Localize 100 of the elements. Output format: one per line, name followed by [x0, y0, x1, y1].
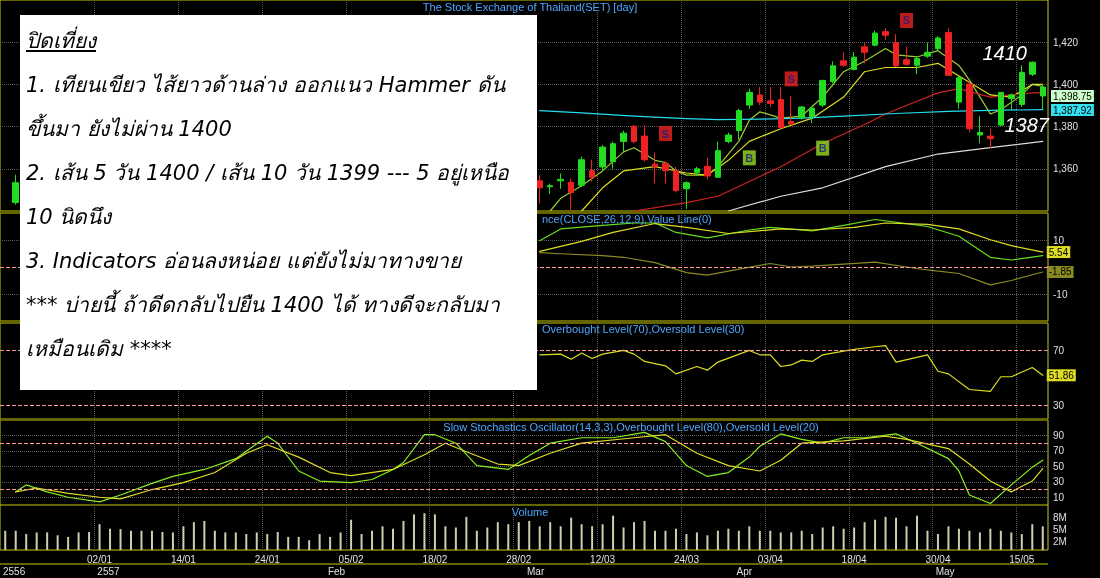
candlestick	[872, 30, 878, 47]
text: 2556	[3, 565, 26, 577]
bar	[811, 534, 814, 550]
bar	[213, 530, 216, 550]
x-tick-label: 15/05	[1009, 553, 1035, 565]
chart-title: Slow Stochastics Oscillator(14,3,3),Overbought Level(80),Oversold Level(20)	[443, 420, 819, 433]
text: May	[935, 565, 955, 577]
data-label: B	[818, 142, 827, 155]
data-label: -1.85	[1048, 266, 1072, 278]
candlestick	[935, 35, 941, 52]
data-label: S	[661, 127, 670, 140]
bar	[297, 536, 300, 550]
bar	[496, 522, 499, 550]
candlestick	[966, 80, 973, 134]
bar	[612, 515, 615, 550]
bar	[748, 526, 751, 550]
annotation: 2. เส้น 5 วัน 1400 / เส้น 10 วัน 1399 --- 5 อยู่เหนือ 10 นิดนึง	[26, 160, 511, 231]
candlestick	[861, 42, 868, 64]
y-tick-label: 1,400	[1053, 78, 1079, 90]
bar	[695, 532, 698, 550]
y-tick-label: 10	[1053, 491, 1065, 503]
bar	[936, 534, 939, 550]
bar	[88, 532, 91, 550]
bar	[255, 532, 258, 550]
bar	[758, 530, 761, 550]
bar	[46, 532, 49, 550]
candlestick	[746, 88, 753, 110]
text: 1,387.92	[1053, 104, 1093, 116]
x-tick-label: 28/02	[506, 553, 532, 565]
candlestick	[662, 161, 669, 184]
bar	[161, 532, 164, 550]
bar	[412, 514, 415, 550]
bar	[318, 534, 321, 550]
bar	[580, 524, 583, 550]
annotation: 3. Indicators อ่อนลงหน่อย แต่ยังไม่มาทางขาย	[26, 248, 464, 275]
y-tick-label: 90	[1053, 429, 1065, 441]
bar	[999, 530, 1002, 550]
bar	[853, 527, 856, 550]
candlestick	[725, 132, 732, 144]
annotation: 1. เทียนเขียว ไส้ยาวด้านล่าง ออกแนว Hammer ดันขึ้นมา ยังไม่ผ่าน 1400	[26, 72, 507, 143]
candlestick	[736, 108, 742, 141]
chart-title: Volume	[511, 505, 549, 518]
candlestick	[778, 86, 784, 130]
candlestick	[977, 115, 983, 144]
candlestick	[1008, 92, 1015, 111]
bar	[790, 532, 793, 550]
bar	[968, 530, 971, 550]
candlestick	[830, 60, 836, 84]
bar	[978, 532, 981, 550]
candlestick	[882, 27, 889, 41]
bar	[821, 527, 824, 550]
bar	[957, 528, 960, 550]
bar	[119, 529, 122, 550]
bar	[433, 514, 436, 550]
bar	[329, 536, 332, 550]
candlestick	[1029, 60, 1036, 77]
bar	[559, 526, 562, 550]
x-tick-label: 05/02	[338, 553, 365, 565]
y-tick-label: 5M	[1053, 524, 1067, 536]
chart-title: nce(CLOSE,26,12,9),Value Line(0)	[542, 212, 712, 225]
candlestick	[557, 172, 564, 190]
text: Mar	[527, 565, 545, 577]
y-tick-label: 70	[1053, 445, 1065, 457]
candlestick	[1019, 64, 1025, 108]
bar	[350, 519, 353, 550]
y-tick-label: 10	[1053, 234, 1065, 246]
bar	[1031, 524, 1034, 550]
bar	[674, 528, 677, 550]
bar	[507, 524, 510, 550]
candlestick	[589, 159, 595, 182]
y-tick-label: 50	[1053, 460, 1065, 472]
bar	[224, 532, 227, 550]
bar	[622, 527, 625, 550]
bar	[171, 532, 174, 550]
y-tick-label: 1,380	[1053, 121, 1079, 133]
bar	[643, 520, 646, 550]
bar	[685, 534, 688, 550]
candlestick	[945, 27, 952, 77]
bar	[664, 530, 667, 550]
candlestick	[683, 180, 690, 210]
bar	[465, 516, 468, 550]
bar	[926, 530, 929, 550]
candlestick	[798, 105, 805, 121]
bar	[549, 522, 552, 550]
bar	[874, 519, 877, 550]
bar	[517, 522, 520, 550]
bar	[360, 534, 363, 550]
y-tick-label: 1,420	[1053, 36, 1079, 48]
candlestick	[956, 75, 962, 110]
annotation: ปิดเที่ยง	[26, 25, 98, 55]
y-tick-label: 30	[1053, 399, 1065, 411]
x-tick-label: 18/02	[422, 553, 448, 565]
candlestick	[809, 106, 815, 124]
bar	[402, 520, 405, 550]
candlestick	[715, 141, 721, 179]
bar	[392, 528, 394, 550]
candlestick	[914, 55, 920, 75]
bar	[863, 522, 866, 550]
bar	[716, 530, 719, 550]
line-series	[727, 140, 1044, 212]
